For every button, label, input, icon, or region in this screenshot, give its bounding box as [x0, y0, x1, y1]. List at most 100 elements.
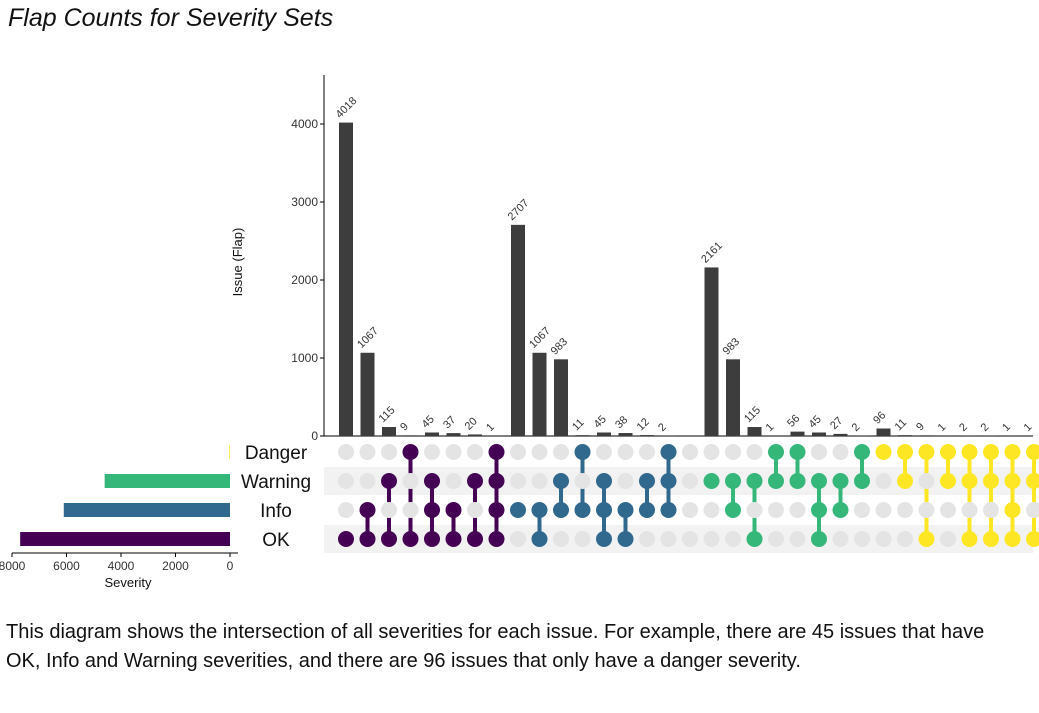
matrix-dot-active — [1026, 444, 1039, 460]
bar — [790, 431, 805, 436]
matrix-dot-inactive — [617, 473, 634, 489]
bar — [468, 434, 482, 436]
bar — [382, 427, 396, 436]
matrix-dot-active — [531, 531, 548, 547]
matrix-dot-inactive — [402, 502, 419, 518]
matrix-dot-inactive — [940, 531, 956, 547]
matrix-dot-inactive — [639, 444, 655, 460]
bar — [403, 435, 418, 436]
matrix-dot-inactive — [359, 444, 376, 460]
matrix-dot-active — [402, 531, 419, 547]
chart-title: Flap Counts for Severity Sets — [8, 4, 334, 32]
matrix-dot-active — [445, 502, 462, 518]
matrix-dot-active — [811, 473, 827, 489]
set-size-bar — [20, 532, 230, 546]
matrix-dot-inactive — [682, 531, 698, 547]
matrix-dot-active — [488, 502, 505, 518]
matrix-dot-inactive — [338, 444, 354, 460]
set-label: Warning — [241, 472, 311, 493]
bar — [446, 433, 461, 436]
matrix-dot-inactive — [338, 502, 354, 518]
matrix-dot-active — [983, 531, 999, 547]
matrix-dot-active — [531, 502, 548, 518]
matrix-dot-active — [424, 502, 440, 518]
matrix-dot-inactive — [789, 502, 806, 518]
set-size-axis-label: Severity — [105, 575, 152, 590]
y-axis-label: Issue (Flap) — [230, 228, 245, 297]
bar — [425, 432, 439, 436]
matrix-dot-active — [381, 473, 397, 489]
set-size-tick-label: 4000 — [108, 559, 135, 573]
matrix-dot-inactive — [854, 531, 870, 547]
bar-value-label: 1 — [764, 421, 777, 434]
matrix-dot-active — [832, 502, 849, 518]
bar-value-label: 45 — [592, 413, 609, 430]
matrix-dot-active — [940, 473, 956, 489]
set-size-tick-label: 0 — [227, 559, 234, 573]
y-tick-label: 1000 — [291, 351, 318, 365]
matrix-dot-inactive — [402, 473, 419, 489]
matrix-dot-inactive — [875, 531, 892, 547]
bar-value-label: 11 — [893, 417, 910, 434]
matrix-dot-inactive — [703, 531, 720, 547]
bar-value-label: 11 — [570, 417, 587, 434]
bar-value-label: 115 — [742, 404, 763, 425]
matrix-dot-active — [488, 531, 505, 547]
matrix-dot-active — [897, 444, 913, 460]
bar-value-label: 1 — [484, 421, 497, 434]
matrix-dot-active — [359, 531, 376, 547]
matrix-dot-inactive — [961, 502, 978, 518]
matrix-dot-active — [488, 473, 505, 489]
matrix-dot-active — [768, 444, 784, 460]
matrix-dot-inactive — [875, 502, 892, 518]
bar-value-label: 96 — [871, 409, 888, 426]
matrix-dot-inactive — [574, 531, 591, 547]
matrix-dot-active — [574, 502, 591, 518]
matrix-dot-inactive — [746, 444, 763, 460]
matrix-dot-inactive — [725, 444, 741, 460]
set-label: Danger — [245, 443, 308, 464]
bar — [640, 435, 654, 436]
matrix-dot-inactive — [596, 444, 612, 460]
matrix-dot-active — [811, 531, 827, 547]
bar-value-label: 1 — [936, 421, 949, 434]
matrix-dot-active — [1004, 531, 1021, 547]
matrix-dot-active — [424, 531, 440, 547]
bar-value-label: 983 — [549, 336, 570, 357]
matrix-dot-active — [639, 473, 655, 489]
matrix-dot-active — [961, 444, 978, 460]
matrix-dot-inactive — [682, 502, 698, 518]
matrix-dot-inactive — [531, 473, 548, 489]
matrix-dot-inactive — [703, 502, 720, 518]
matrix-dot-inactive — [510, 444, 526, 460]
matrix-dot-inactive — [897, 531, 913, 547]
matrix-dot-inactive — [445, 473, 462, 489]
matrix-dot-inactive — [531, 444, 548, 460]
bar-value-label: 12 — [635, 416, 652, 433]
bar — [726, 359, 740, 436]
matrix-dot-active — [854, 444, 870, 460]
matrix-dot-active — [445, 531, 462, 547]
bar-value-label: 38 — [613, 414, 630, 431]
matrix-dot-inactive — [811, 444, 827, 460]
matrix-dot-inactive — [338, 473, 354, 489]
bar — [898, 435, 912, 436]
bar-value-label: 9 — [398, 421, 411, 434]
matrix-dot-active — [596, 473, 612, 489]
matrix-dot-active — [983, 444, 999, 460]
bar-value-label: 2707 — [506, 197, 532, 223]
bar — [618, 433, 633, 436]
matrix-dot-inactive — [725, 531, 741, 547]
matrix-dot-active — [660, 444, 677, 460]
set-size-tick-label: 2000 — [162, 559, 189, 573]
bar-value-label: 37 — [441, 414, 458, 431]
matrix-dot-inactive — [832, 444, 849, 460]
bar — [554, 359, 568, 436]
set-size-tick-label: 6000 — [53, 559, 80, 573]
matrix-dot-active — [703, 473, 720, 489]
matrix-dot-inactive — [854, 502, 870, 518]
bar-value-label: 2161 — [699, 240, 725, 266]
matrix-dot-active — [789, 444, 806, 460]
matrix-dot-active — [940, 444, 956, 460]
